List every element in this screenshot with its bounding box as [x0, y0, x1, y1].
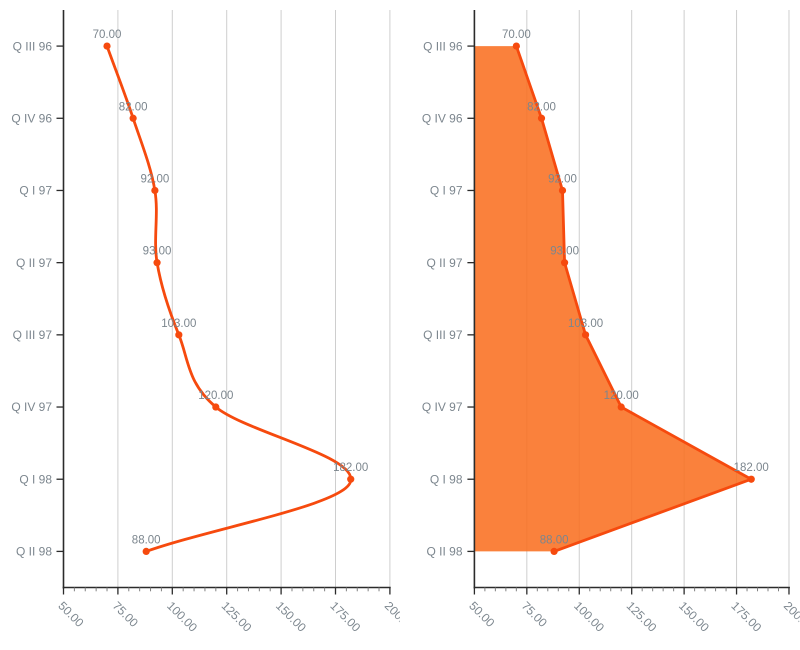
svg-text:Q II 97: Q II 97 — [16, 256, 52, 270]
svg-text:120.00: 120.00 — [604, 390, 639, 402]
svg-text:92.00: 92.00 — [140, 173, 169, 185]
svg-text:Q II 98: Q II 98 — [426, 545, 462, 559]
svg-text:Q II 97: Q II 97 — [426, 256, 462, 270]
svg-text:103.00: 103.00 — [568, 318, 603, 330]
svg-text:93.00: 93.00 — [143, 246, 172, 258]
svg-text:Q III 96: Q III 96 — [13, 39, 53, 53]
svg-text:103.00: 103.00 — [161, 318, 196, 330]
svg-text:82.00: 82.00 — [119, 101, 148, 113]
svg-text:Q III 96: Q III 96 — [423, 39, 463, 53]
svg-text:92.00: 92.00 — [548, 173, 577, 185]
svg-text:Q II 98: Q II 98 — [16, 545, 52, 559]
svg-text:Q III 97: Q III 97 — [13, 328, 53, 342]
svg-text:70.00: 70.00 — [502, 29, 531, 41]
svg-text:Q I 97: Q I 97 — [19, 184, 52, 198]
svg-text:Q I 98: Q I 98 — [430, 472, 463, 486]
svg-text:93.00: 93.00 — [550, 246, 579, 258]
svg-text:Q IV 96: Q IV 96 — [11, 111, 52, 125]
svg-text:120.00: 120.00 — [198, 390, 233, 402]
svg-text:Q IV 97: Q IV 97 — [11, 400, 52, 414]
svg-text:88.00: 88.00 — [540, 534, 569, 546]
svg-text:82.00: 82.00 — [527, 101, 556, 113]
svg-text:Q IV 96: Q IV 96 — [422, 111, 463, 125]
svg-text:182.00: 182.00 — [333, 462, 368, 474]
svg-text:182.00: 182.00 — [734, 462, 769, 474]
svg-text:Q IV 97: Q IV 97 — [422, 400, 463, 414]
svg-text:70.00: 70.00 — [93, 29, 122, 41]
svg-text:Q I 98: Q I 98 — [19, 472, 52, 486]
svg-text:Q I 97: Q I 97 — [430, 184, 463, 198]
svg-text:Q III 97: Q III 97 — [423, 328, 463, 342]
svg-text:88.00: 88.00 — [132, 534, 161, 546]
